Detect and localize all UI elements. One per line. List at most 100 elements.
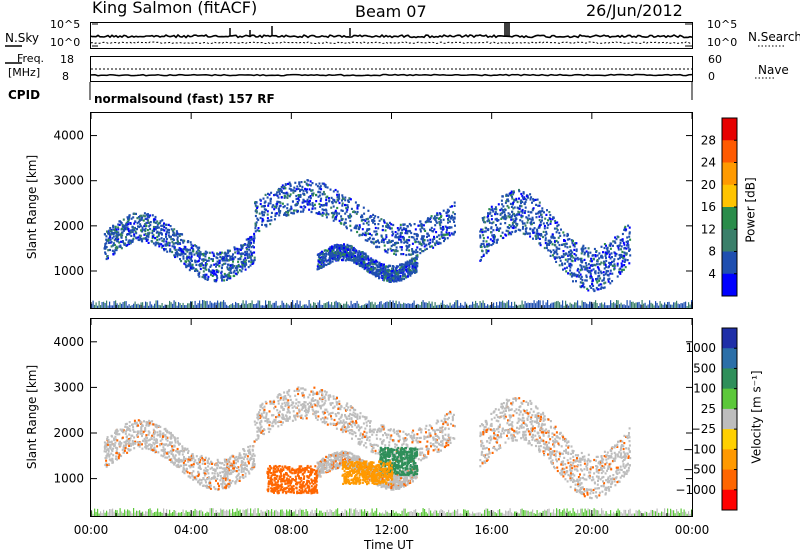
power-pixel: [119, 244, 122, 247]
power-pixel: [353, 261, 356, 264]
velocity-pixel: [139, 430, 142, 433]
power-pixel: [366, 266, 369, 269]
power-pixel: [187, 259, 190, 262]
power-pixel: [594, 255, 597, 258]
power-pixel: [132, 216, 135, 219]
power-ground-pixel: [313, 302, 315, 308]
power-pixel: [373, 220, 376, 223]
power-pixel: [438, 221, 441, 224]
power-pixel: [338, 253, 341, 256]
power-pixel: [227, 250, 230, 253]
power-pixel: [292, 209, 295, 212]
power-pixel: [568, 251, 571, 254]
velocity-pixel: [236, 474, 239, 477]
power-pixel: [551, 218, 554, 221]
velocity-pixel: [220, 466, 222, 469]
power-pixel: [175, 232, 178, 235]
power-ground-pixel: [373, 304, 375, 308]
power-pixel: [167, 234, 170, 237]
power-ground-pixel: [178, 302, 180, 308]
power-ground-pixel: [401, 304, 403, 308]
velocity-pixel: [206, 460, 209, 463]
power-pixel: [486, 243, 489, 246]
power-ground-pixel: [577, 300, 579, 308]
power-pixel: [148, 225, 151, 228]
power-pixel: [386, 279, 389, 282]
power-ground-pixel: [640, 304, 642, 308]
power-pixel: [587, 263, 590, 266]
power-pixel: [224, 262, 227, 265]
power-pixel: [145, 235, 148, 238]
power-ground-pixel: [362, 304, 364, 308]
velocity-pixel: [163, 453, 166, 456]
power-pixel: [225, 274, 227, 277]
velocity-pixel: [124, 445, 127, 448]
power-pixel: [168, 244, 171, 247]
power-pixel: [510, 225, 512, 228]
power-pixel: [290, 189, 293, 192]
power-pixel: [144, 223, 147, 226]
power-pixel: [141, 226, 144, 229]
power-pixel: [344, 218, 347, 221]
power-pixel: [158, 238, 161, 241]
power-pixel: [135, 236, 138, 239]
velocity-pixel: [232, 460, 235, 463]
velocity-pixel: [153, 443, 156, 446]
velocity-pixel: [218, 461, 221, 464]
power-pixel: [124, 226, 127, 229]
velocity-pixel: [253, 459, 255, 462]
power-pixel: [329, 246, 332, 249]
velocity-pixel: [226, 464, 229, 467]
velocity-pixel: [243, 455, 246, 458]
power-pixel: [378, 263, 381, 266]
velocity-pixel: [162, 446, 165, 449]
power-pixel: [131, 240, 134, 243]
power-pixel: [408, 264, 411, 267]
power-pixel: [143, 215, 146, 218]
velocity-pixel: [134, 422, 137, 425]
velocity-pixel: [221, 487, 224, 490]
velocity-pixel: [164, 434, 167, 437]
velocity-pixel: [114, 457, 117, 460]
power-pixel: [204, 276, 207, 279]
velocity-pixel: [187, 460, 190, 463]
power-pixel: [564, 258, 567, 261]
power-pixel: [218, 265, 221, 268]
power-ground-pixel: [458, 305, 460, 308]
power-pixel: [590, 260, 593, 263]
velocity-pixel: [183, 447, 186, 450]
power-pixel: [319, 212, 322, 215]
power-pixel: [139, 224, 142, 227]
power-pixel: [321, 214, 324, 217]
power-pixel: [344, 203, 346, 207]
power-pixel: [270, 215, 273, 219]
power-pixel: [282, 192, 285, 195]
power-ground-pixel: [106, 300, 108, 308]
power-pixel: [312, 192, 315, 195]
velocity-pixel: [116, 433, 119, 436]
power-pixel: [351, 249, 354, 252]
power-pixel: [432, 230, 435, 233]
power-pixel: [157, 232, 160, 235]
power-pixel: [571, 273, 574, 276]
power-pixel: [196, 246, 199, 249]
power-pixel: [416, 254, 419, 257]
power-pixel: [330, 245, 333, 248]
power-ground-pixel: [527, 302, 529, 308]
power-pixel: [355, 256, 358, 259]
power-pixel: [605, 265, 608, 269]
power-ground-pixel: [553, 302, 555, 308]
power-pixel: [109, 227, 112, 230]
power-pixel: [196, 254, 199, 257]
power-pixel: [238, 248, 241, 251]
power-pixel: [322, 190, 325, 194]
power-pixel: [521, 211, 524, 214]
power-ground-pixel: [149, 301, 151, 308]
power-pixel: [113, 228, 116, 232]
freq-right-label: Nave: [758, 63, 789, 77]
velocity-pixel: [244, 461, 247, 464]
power-pixel: [379, 267, 382, 270]
power-pixel: [305, 189, 308, 192]
velocity-pixel: [216, 467, 219, 470]
power-pixel: [409, 259, 412, 263]
